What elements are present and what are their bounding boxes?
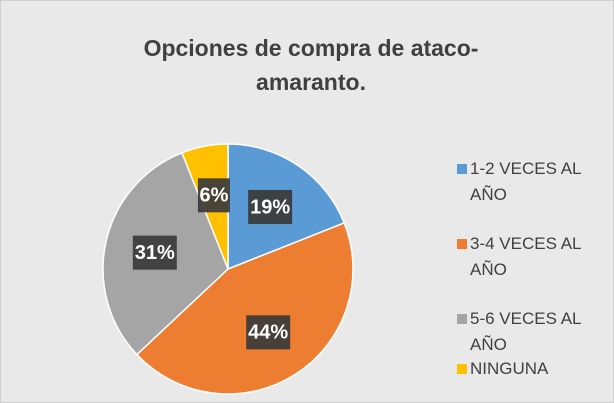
legend-item: NINGUNA bbox=[457, 356, 607, 382]
pie-slice bbox=[135, 222, 354, 395]
data-label: 31% bbox=[135, 242, 175, 264]
legend-label: 1-2 VECES AL AÑO bbox=[470, 159, 581, 204]
data-label: 44% bbox=[248, 322, 288, 344]
legend-swatch bbox=[457, 364, 467, 374]
legend-label: 5-6 VECES AL AÑO bbox=[470, 309, 581, 354]
data-label: 6% bbox=[199, 185, 228, 207]
legend-label: NINGUNA bbox=[470, 359, 549, 378]
data-label: 19% bbox=[250, 196, 290, 218]
data-label-box bbox=[197, 178, 230, 213]
data-label-box bbox=[132, 235, 177, 270]
legend-swatch bbox=[457, 314, 467, 324]
legend-label: 3-4 VECES AL AÑO bbox=[470, 234, 581, 279]
legend-item: 1-2 VECES AL AÑO bbox=[457, 156, 607, 208]
data-label-box bbox=[246, 315, 291, 350]
chart-title: Opciones de compra de ataco-amaranto. bbox=[143, 35, 479, 95]
legend-item: 3-4 VECES AL AÑO bbox=[457, 231, 607, 283]
legend-swatch bbox=[457, 164, 467, 174]
legend-swatch bbox=[457, 239, 467, 249]
legend-item: 5-6 VECES AL AÑO bbox=[457, 306, 607, 358]
data-label-box bbox=[248, 189, 293, 224]
